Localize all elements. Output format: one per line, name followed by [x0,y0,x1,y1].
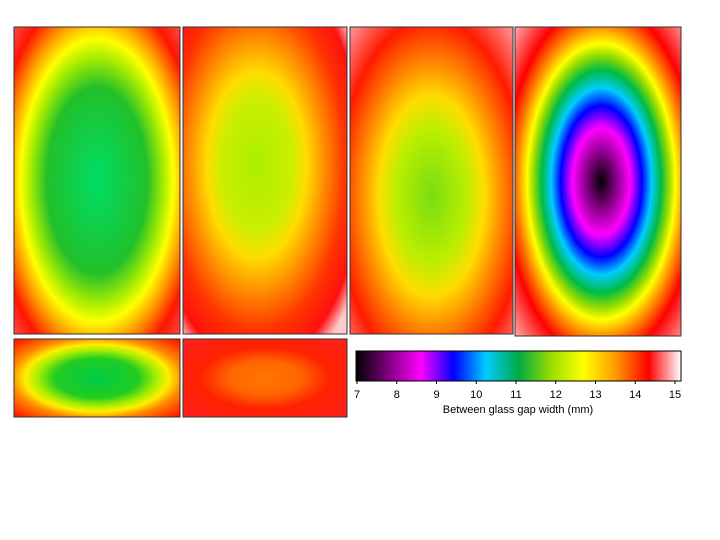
colorbar-tick-label: 15 [669,389,681,401]
heatmap-panel [182,338,348,418]
heatmap-panel [182,26,348,335]
colorbar-label: Between glass gap width (mm) [443,404,593,416]
colorbar-tick-label: 11 [510,389,521,401]
heatmap-panel [13,338,181,418]
colorbar-tick-label: 10 [470,389,482,401]
heatmap-panel [514,26,682,337]
heatmap-panel [349,26,514,335]
colorbar-tick-label: 12 [550,389,562,401]
colorbar-tick-label: 14 [629,389,641,401]
colorbar-tick-label: 8 [394,389,400,401]
colorbar-tick-label: 9 [433,389,439,401]
heatmap-panel [13,26,181,335]
colorbar-tick-label: 13 [589,389,601,401]
colorbar-tick-label: 7 [354,389,360,401]
colorbar [355,350,682,382]
